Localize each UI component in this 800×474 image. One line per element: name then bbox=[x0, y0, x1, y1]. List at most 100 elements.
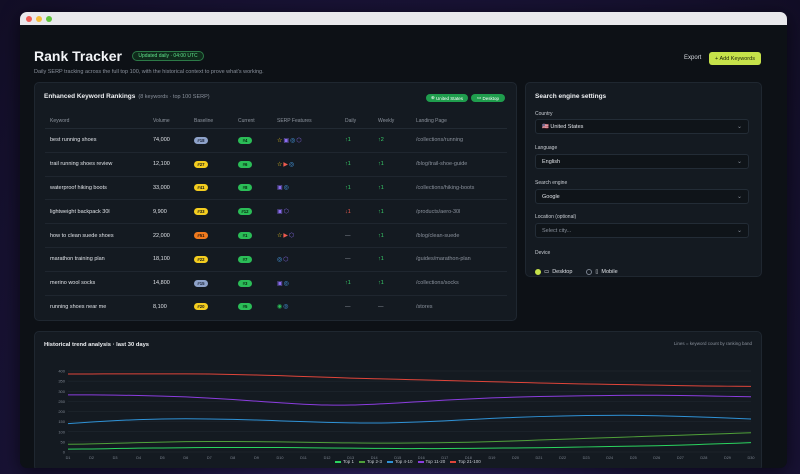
landing-page-link[interactable]: /products/aero-30l bbox=[416, 208, 461, 215]
table-row[interactable]: waterproof hiking boots 33,000 #41 #8 ▣◎ ↑1 ↑1… bbox=[45, 176, 507, 201]
legend-item[interactable]: Top 2-3 bbox=[359, 459, 382, 464]
series-line-4[interactable] bbox=[67, 373, 752, 387]
maximize-window-icon[interactable] bbox=[46, 15, 52, 22]
serp-features-cell: ☆▣◎⬡ bbox=[272, 128, 340, 153]
landing-page-link[interactable]: /blog/trail-shoe-guide bbox=[416, 161, 468, 168]
x-tick-label: D10 bbox=[276, 456, 283, 460]
weekly-change: ↑1 bbox=[378, 208, 384, 215]
column-header[interactable]: Current bbox=[233, 114, 272, 129]
desktop-label: Desktop bbox=[552, 269, 573, 275]
landing-page-link[interactable]: /stores bbox=[416, 303, 433, 310]
trend-chart: 400 350 300 250 200 150 100 50 0D1 D2 D3 D4 D5 D6 D7 D8… bbox=[58, 369, 754, 461]
legend-item[interactable]: Top 11-20 bbox=[417, 459, 445, 464]
keyword: merino wool socks bbox=[50, 280, 96, 287]
engine-label: Search engine bbox=[535, 180, 568, 186]
trend-panel: Historical trend analysis · last 30 days… bbox=[34, 331, 762, 468]
series-line-1[interactable] bbox=[67, 432, 752, 445]
x-tick-label: D11 bbox=[300, 456, 307, 460]
sitelinks-icon: ◎ bbox=[283, 280, 289, 287]
table-row[interactable]: marathon training plan 18,100 #22 #7 ◎⬡ — ↑1/g… bbox=[45, 247, 507, 272]
language-select[interactable]: English ⌄ bbox=[535, 154, 749, 169]
column-header[interactable]: Daily bbox=[340, 114, 373, 129]
baseline-badge-cell: #15 bbox=[189, 271, 233, 296]
current-badge-cell: #6 bbox=[233, 152, 272, 177]
legend-item[interactable]: Top 1 bbox=[335, 459, 354, 464]
column-header[interactable]: Weekly bbox=[373, 114, 411, 129]
x-tick-label: D12 bbox=[324, 456, 331, 460]
daily-change: ↑1 bbox=[345, 280, 351, 287]
app-content: Rank Tracker Updated daily · 04:00 UTC D… bbox=[20, 25, 787, 468]
close-window-icon[interactable] bbox=[26, 15, 32, 22]
current-badge-cell: #8 bbox=[233, 176, 272, 201]
globe-icon: ⊕ bbox=[430, 95, 436, 100]
baseline-badge: #27 bbox=[194, 160, 208, 168]
legend-item[interactable]: Top 4-10 bbox=[387, 459, 413, 464]
volume: 12,100 bbox=[153, 161, 170, 168]
window-titlebar bbox=[20, 12, 787, 25]
landing-page-link[interactable]: /collections/running bbox=[416, 137, 464, 144]
language-label: Language bbox=[535, 145, 558, 151]
chevron-down-icon: ⌄ bbox=[736, 194, 742, 200]
current-badge-cell: #7 bbox=[233, 247, 272, 272]
legend-swatch bbox=[387, 461, 394, 463]
landing-page-link[interactable]: /collections/socks bbox=[416, 280, 459, 287]
keyword: trail running shoes review bbox=[50, 161, 113, 168]
settings-title: Search engine settings bbox=[535, 93, 607, 100]
volume-cell: 33,000 bbox=[148, 176, 189, 201]
add-keywords-button[interactable]: + Add Keywords bbox=[709, 52, 761, 65]
weekly-change: ↑1 bbox=[378, 184, 384, 191]
column-header[interactable]: Baseline bbox=[189, 114, 233, 129]
landing-page-link-cell: /blog/trail-shoe-guide bbox=[411, 152, 507, 177]
series-line-0[interactable] bbox=[67, 442, 752, 450]
y-tick-label: 200 bbox=[58, 409, 65, 414]
country-chip[interactable]: ⊕ United States bbox=[426, 94, 468, 102]
x-tick-label: D8 bbox=[230, 456, 235, 460]
minimize-window-icon[interactable] bbox=[36, 15, 42, 22]
landing-page-link[interactable]: /blog/clean-suede bbox=[416, 232, 460, 239]
device-chip[interactable]: ▭ Desktop bbox=[471, 94, 505, 102]
x-tick-label: D2 bbox=[89, 456, 94, 460]
y-tick-label: 300 bbox=[58, 389, 65, 394]
current-badge: #8 bbox=[238, 184, 252, 192]
shield-icon: ⬡ bbox=[283, 256, 289, 263]
page-subtitle: Daily SERP tracking across the full top … bbox=[34, 69, 264, 75]
weekly-change-cell: — bbox=[373, 295, 411, 318]
column-header[interactable]: SERP Features bbox=[272, 114, 340, 129]
table-row[interactable]: lightweight backpack 30l 9,900 #33 #12 ▣⬡ ↓1 ↑… bbox=[45, 199, 507, 225]
table-row[interactable]: trail running shoes review 12,100 #27 #6 ☆▶◎… bbox=[45, 152, 507, 177]
series-line-3[interactable] bbox=[67, 394, 752, 406]
volume: 9,900 bbox=[153, 208, 167, 215]
device-chip-label: Desktop bbox=[482, 95, 500, 101]
landing-page-link[interactable]: /collections/hiking-boots bbox=[416, 184, 475, 191]
current-badge-cell: #3 bbox=[233, 271, 272, 296]
desktop-radio[interactable] bbox=[535, 269, 541, 275]
export-button[interactable]: Export bbox=[684, 55, 702, 61]
country-select[interactable]: 🇺🇸 United States ⌄ bbox=[535, 119, 749, 134]
mobile-radio[interactable] bbox=[586, 269, 593, 275]
x-tick-label: D17 bbox=[441, 456, 448, 460]
x-tick-label: D19 bbox=[488, 456, 495, 460]
x-tick-label: D15 bbox=[394, 456, 401, 460]
table-row[interactable]: how to clean suede shoes 22,000 #51 #1 ☆▶⬡ — ↑… bbox=[45, 223, 507, 248]
current-badge-cell: #4 bbox=[233, 128, 272, 153]
weekly-change: ↑1 bbox=[378, 161, 384, 168]
serp-features-cell: ▣◎ bbox=[272, 271, 340, 296]
table-row[interactable]: best running shoes 74,000 #18 #4 ☆▣◎⬡ ↑1 ↑2/co… bbox=[45, 128, 507, 153]
engine-select[interactable]: Google ⌄ bbox=[535, 189, 749, 204]
legend-item[interactable]: Top 21-100 bbox=[450, 459, 481, 464]
chevron-down-icon: ⌄ bbox=[736, 124, 742, 130]
table-body: best running shoes 74,000 #18 #4 ☆▣◎⬡ ↑1 ↑2/co… bbox=[45, 128, 507, 319]
current-badge: #6 bbox=[238, 160, 252, 168]
series-line-2[interactable] bbox=[67, 414, 752, 425]
landing-page-link[interactable]: /guides/marathon-plan bbox=[416, 256, 471, 263]
x-tick-label: D20 bbox=[512, 456, 519, 460]
serp-features-cell: ◎⬡ bbox=[272, 247, 340, 272]
table-row[interactable]: merino wool socks 14,800 #15 #3 ▣◎ ↑1 ↑1/colle… bbox=[45, 271, 507, 296]
location-select[interactable]: Select city... ⌄ bbox=[535, 223, 749, 238]
column-header[interactable]: Landing Page bbox=[411, 114, 507, 129]
x-tick-label: D5 bbox=[160, 456, 165, 460]
location-label: Location (optional) bbox=[535, 214, 577, 220]
table-row[interactable]: running shoes near me 8,100 #20 #5 ◉◎ — — /stor… bbox=[45, 295, 507, 318]
column-header[interactable]: Volume bbox=[148, 114, 189, 129]
column-header[interactable]: Keyword bbox=[45, 114, 148, 129]
